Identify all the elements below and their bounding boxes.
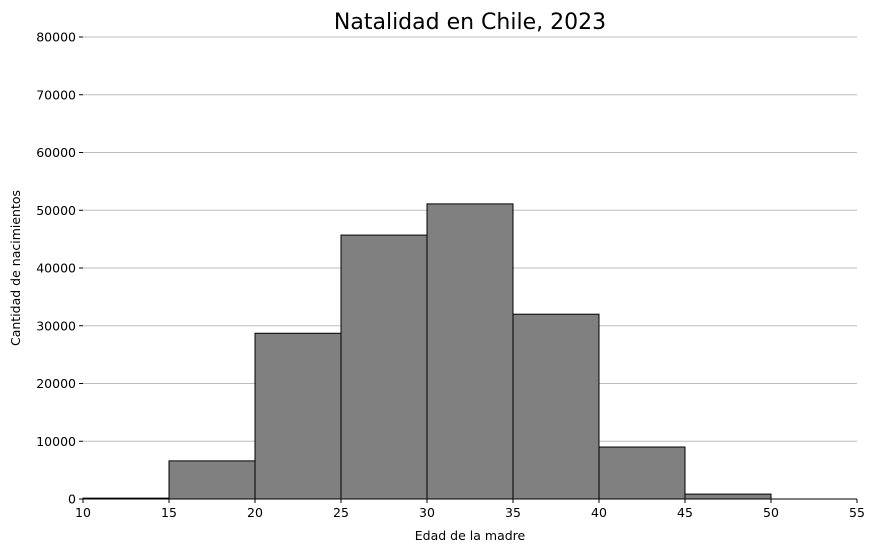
bar [254,332,342,500]
x-tick-label: 20 [247,505,263,520]
x-tick-label: 25 [333,505,349,520]
bar [684,493,772,500]
y-tick-label: 80000 [36,30,76,45]
y-tick-label: 70000 [36,87,76,102]
x-tick-label: 50 [763,505,779,520]
bar [168,460,256,500]
x-tick-label: 45 [677,505,693,520]
x-tick-label: 10 [75,505,91,520]
x-tick-label: 30 [419,505,435,520]
y-tick-label: 40000 [36,261,76,276]
y-tick-label: 0 [68,492,76,507]
bar [426,203,514,500]
x-tick-label: 35 [505,505,521,520]
y-tick-label: 10000 [36,434,76,449]
x-tick-label: 15 [161,505,177,520]
y-tick-label: 30000 [36,318,76,333]
chart-title: Natalidad en Chile, 2023 [334,10,606,35]
x-tick-label: 55 [849,505,865,520]
x-axis-label: Edad de la madre [415,528,526,543]
y-tick-label: 50000 [36,203,76,218]
x-tick-label: 40 [591,505,607,520]
y-axis-label: Cantidad de nacimientos [8,190,23,346]
y-tick-label: 20000 [36,376,76,391]
bar [512,313,600,500]
bar [340,234,428,500]
bar [598,446,686,500]
y-tick-label: 60000 [36,145,76,160]
